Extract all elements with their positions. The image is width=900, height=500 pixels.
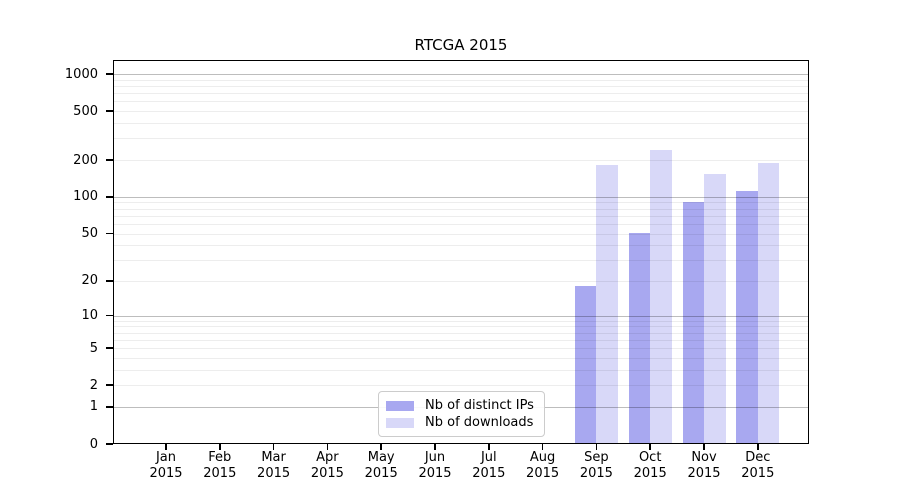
x-tick-mark	[757, 444, 759, 450]
x-tick-label: Apr 2015	[310, 450, 344, 481]
grid-line-minor	[113, 93, 809, 95]
x-tick-mark	[595, 444, 598, 450]
grid-line-minor	[113, 215, 809, 217]
x-tick-label: Sep 2015	[579, 450, 613, 481]
grid-line-minor	[113, 385, 809, 387]
grid-line-major	[113, 196, 809, 198]
legend-swatch-distinct-ips	[386, 400, 414, 411]
plot-area	[113, 60, 809, 444]
bar-distinct-ips	[736, 190, 758, 444]
grid-line-minor	[113, 320, 809, 322]
y-tick-label: 100	[73, 189, 98, 205]
y-tick-mark	[106, 232, 113, 235]
legend-label-distinct-ips: Nb of distinct IPs	[425, 397, 534, 413]
y-tick-mark	[106, 280, 113, 282]
y-tick-label: 0	[89, 436, 98, 452]
y-tick-mark	[106, 159, 113, 161]
grid-line-minor	[113, 357, 809, 359]
grid-line-minor	[113, 369, 809, 371]
grid-line-minor	[113, 223, 809, 225]
y-tick-label: 10	[81, 308, 98, 324]
legend-item-distinct-ips: Nb of distinct IPs	[386, 398, 536, 413]
grid-line-minor	[113, 160, 809, 161]
x-tick-mark	[488, 444, 490, 450]
y-tick-label: 1	[89, 399, 98, 415]
x-tick-mark	[703, 444, 705, 450]
y-tick-label: 50	[81, 225, 98, 241]
legend-item-downloads: Nb of downloads	[386, 415, 536, 430]
x-tick-label: May 2015	[364, 450, 398, 481]
grid-line-minor	[113, 101, 809, 103]
grid-line-minor	[113, 86, 809, 87]
bar-distinct-ips	[628, 233, 651, 444]
grid-line-minor	[113, 123, 809, 124]
grid-line-major	[113, 315, 809, 317]
grid-line-minor	[113, 326, 809, 328]
y-tick-mark	[106, 347, 113, 349]
grid-line-minor	[113, 79, 809, 81]
y-tick-mark	[106, 443, 113, 445]
y-tick-mark	[106, 314, 113, 317]
y-tick-mark	[106, 384, 113, 386]
bar-downloads	[757, 162, 780, 444]
x-tick-label: Jun 2015	[418, 450, 452, 481]
x-tick-label: Nov 2015	[687, 450, 721, 481]
legend: Nb of distinct IPs Nb of downloads	[378, 391, 545, 437]
bar-downloads	[650, 150, 672, 444]
chart-title: RTCGA 2015	[414, 36, 508, 54]
x-tick-mark	[272, 444, 275, 450]
grid-line-minor	[113, 111, 809, 113]
y-tick-label: 500	[73, 103, 98, 119]
x-tick-mark	[326, 444, 329, 450]
grid-line-minor	[113, 348, 809, 350]
x-tick-mark	[165, 444, 167, 450]
y-tick-label: 20	[81, 273, 98, 289]
y-tick-mark	[106, 406, 113, 408]
legend-swatch-downloads	[386, 417, 414, 428]
bar-downloads	[704, 174, 726, 444]
y-tick-label: 200	[73, 152, 98, 168]
grid-line-minor	[113, 260, 809, 262]
bar-distinct-ips	[574, 286, 597, 444]
y-tick-label: 2	[89, 377, 98, 393]
grid-line-minor	[113, 208, 809, 210]
x-tick-mark	[434, 444, 436, 450]
grid-line-minor	[113, 233, 809, 235]
x-tick-label: Jul 2015	[472, 450, 506, 481]
x-tick-mark	[380, 444, 382, 450]
grid-layer	[113, 60, 809, 444]
bar-downloads	[596, 164, 618, 444]
bar-distinct-ips	[682, 201, 704, 444]
grid-line-major	[113, 74, 809, 75]
y-tick-mark	[106, 110, 113, 112]
x-tick-label: Mar 2015	[257, 450, 291, 481]
x-tick-label: Feb 2015	[203, 450, 237, 481]
x-tick-label: Aug 2015	[526, 450, 560, 481]
x-tick-label: Jan 2015	[149, 450, 183, 481]
grid-line-minor	[113, 245, 809, 247]
bars-layer	[113, 60, 809, 444]
grid-line-minor	[113, 281, 809, 282]
grid-line-minor	[113, 339, 809, 341]
y-tick-mark	[106, 196, 113, 198]
grid-line-minor	[113, 332, 809, 334]
grid-line-minor	[113, 138, 809, 140]
grid-line-minor	[113, 202, 809, 204]
y-tick-label: 5	[89, 340, 98, 356]
legend-label-downloads: Nb of downloads	[425, 414, 534, 430]
x-tick-mark	[219, 444, 221, 450]
x-tick-mark	[541, 444, 544, 450]
x-tick-mark	[649, 444, 651, 450]
y-tick-mark	[106, 73, 113, 75]
x-tick-label: Oct 2015	[633, 450, 667, 481]
y-tick-label: 1000	[64, 66, 98, 82]
x-tick-label: Dec 2015	[741, 450, 775, 481]
